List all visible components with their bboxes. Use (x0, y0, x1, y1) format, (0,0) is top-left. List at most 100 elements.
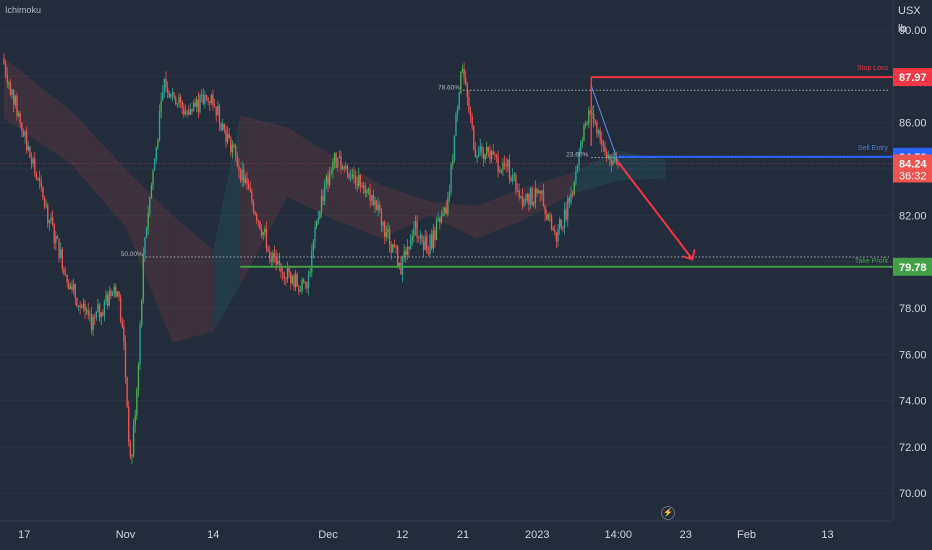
candle-body (220, 122, 222, 131)
candle-body (142, 254, 145, 300)
y-tick-label: 72.00 (899, 442, 927, 454)
x-tick-label: 2023 (525, 529, 549, 541)
candle-body (225, 129, 227, 142)
x-tick-label: 14 (207, 529, 219, 541)
candle-body (238, 165, 240, 171)
candle-body (547, 215, 550, 220)
candle-body (14, 95, 17, 105)
candle-body (47, 205, 49, 224)
candle-body (60, 249, 62, 258)
candle-body (108, 290, 110, 307)
stop-loss-label: Stop Loss (857, 65, 889, 72)
candle-body (440, 215, 443, 223)
candle-body (166, 87, 169, 93)
y-tick-label: 82.00 (899, 210, 927, 222)
candle-body (186, 111, 188, 113)
candle-body (486, 146, 488, 155)
candle-body (529, 188, 532, 205)
candle-body (361, 185, 363, 187)
candle-body (474, 149, 477, 157)
candle-body (259, 221, 261, 230)
candle-body (267, 248, 269, 252)
candle-body (247, 183, 250, 190)
candle-body (100, 312, 102, 318)
x-tick-label: Feb (737, 529, 756, 541)
current-price-value: 84.24 (899, 158, 927, 170)
candle-body (254, 212, 256, 215)
candle-body (56, 236, 59, 239)
candle-body (338, 156, 341, 158)
candle-body (69, 286, 72, 290)
candle-body (554, 230, 556, 233)
ichimoku-cloud (4, 57, 666, 343)
candle-body (139, 324, 141, 365)
candle-body (384, 222, 386, 237)
candle-body (189, 109, 191, 115)
candle-body (492, 151, 494, 155)
candle-body (241, 169, 243, 181)
candle-body (79, 305, 81, 308)
candle-body (118, 291, 120, 297)
candle-body (515, 174, 517, 191)
candle-body (349, 177, 352, 179)
candle-body (270, 258, 272, 262)
candle-body (333, 152, 336, 163)
candle-body (518, 190, 520, 198)
candle-body (85, 310, 88, 312)
candle-body (396, 246, 399, 268)
take-profit-label: Take Profit (855, 258, 888, 265)
candle-body (157, 140, 159, 147)
candle-body (345, 166, 347, 169)
candle-body (24, 131, 26, 137)
candle-body (178, 96, 180, 104)
candle-body (299, 290, 302, 292)
candle-body (165, 78, 167, 88)
candle-body (197, 99, 200, 112)
candle-body (257, 220, 260, 222)
candle-body (209, 101, 211, 104)
candle-body (239, 170, 242, 181)
candle-body (484, 154, 486, 160)
candle-body (252, 201, 255, 213)
candle-body (521, 196, 524, 206)
candle-body (95, 311, 98, 318)
candle-body (128, 406, 130, 442)
candle-body (168, 92, 170, 98)
candle-body (296, 274, 298, 286)
candles (3, 53, 619, 464)
candle-body (61, 249, 64, 269)
candle-body (21, 123, 23, 132)
candle-body (72, 284, 75, 290)
fib-label: 23.60% (566, 151, 588, 158)
candle-body (322, 195, 324, 201)
candle-body (205, 95, 208, 98)
candle-body (382, 222, 384, 226)
candle-body (306, 282, 308, 289)
candle-body (578, 151, 580, 166)
candle-body (262, 232, 264, 236)
candle-body (71, 286, 73, 290)
candle-body (294, 274, 297, 288)
candle-body (537, 190, 540, 194)
candle-body (325, 176, 328, 183)
candle-body (469, 111, 472, 118)
candle-body (147, 213, 149, 229)
candle-body (327, 176, 329, 185)
candle-body (173, 92, 175, 99)
candle-body (315, 220, 318, 227)
candle-body (364, 185, 366, 194)
candle-body (395, 246, 397, 248)
candle-body (581, 140, 584, 142)
cloud-segment (213, 115, 241, 332)
lightning-icon[interactable]: ⚡ (661, 506, 675, 520)
candle-body (328, 173, 331, 185)
x-tick-label: 12 (396, 529, 408, 541)
candle-body (136, 390, 138, 416)
candle-body (181, 101, 183, 109)
candle-body (145, 228, 148, 238)
candle-body (3, 57, 5, 64)
candle-body (575, 171, 577, 183)
candle-body (494, 154, 496, 156)
candle-body (50, 217, 52, 221)
